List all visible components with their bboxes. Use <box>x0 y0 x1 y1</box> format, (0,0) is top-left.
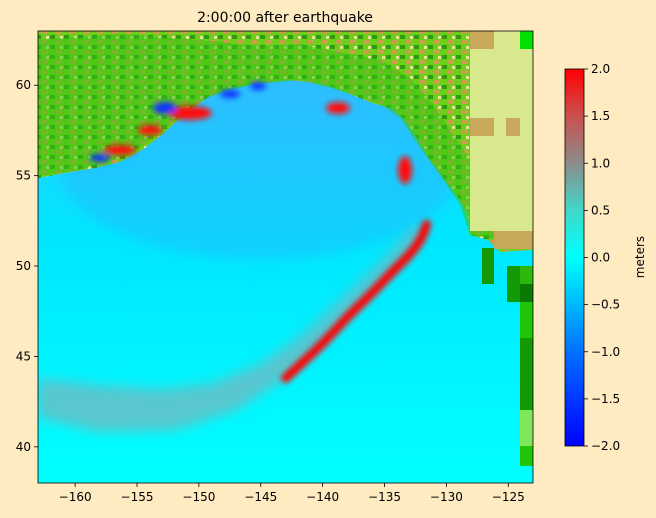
chart-title: 2:00:00 after earthquake <box>197 10 373 26</box>
x-tick-label: −150 <box>182 490 215 504</box>
x-tick-label: −140 <box>306 490 339 504</box>
colorbar-tick-label: 2.0 <box>591 62 610 76</box>
colorbar-tick-label: −0.5 <box>591 298 620 312</box>
coarse-grid-cells <box>470 31 533 466</box>
map-plot <box>38 31 533 483</box>
wavefront-crest <box>281 219 432 383</box>
wavefront-band <box>38 224 427 433</box>
colorbar-tick-label: 1.0 <box>591 156 610 170</box>
x-tick-label: −125 <box>492 490 525 504</box>
coastal-lowland <box>38 34 500 240</box>
colorbar-tick-label: −1.5 <box>591 392 620 406</box>
nearshore-wave-patches <box>90 82 412 184</box>
colorbar-tick-label: −1.0 <box>591 345 620 359</box>
y-tick-label: 60 <box>16 78 31 92</box>
x-axis: −160 −155 −150 −145 −140 −135 −130 −125 <box>59 483 525 504</box>
y-tick-label: 45 <box>16 349 31 363</box>
x-tick-label: −155 <box>121 490 154 504</box>
colorbar-tick-label: 0.5 <box>591 203 610 217</box>
x-tick-label: −130 <box>430 490 463 504</box>
y-tick-label: 40 <box>16 440 31 454</box>
x-tick-label: −160 <box>59 490 92 504</box>
colorbar-tick-label: −2.0 <box>591 439 620 453</box>
y-axis: 40 45 50 55 60 <box>16 78 38 454</box>
y-tick-label: 50 <box>16 259 31 273</box>
x-tick-label: −145 <box>244 490 277 504</box>
axes-frame <box>37 30 534 484</box>
colorbar-ticks: 2.0 1.5 1.0 0.5 0.0 −0.5 −1.0 −1.5 −2.0 <box>584 62 620 453</box>
colorbar-tick-label: 1.5 <box>591 109 610 123</box>
colorbar-label: meters <box>633 236 647 278</box>
x-tick-label: −135 <box>368 490 401 504</box>
y-tick-label: 55 <box>16 169 31 183</box>
colorbar-gradient <box>564 68 585 447</box>
colorbar: 2.0 1.5 1.0 0.5 0.0 −0.5 −1.0 −1.5 −2.0 meters <box>564 62 647 453</box>
colorbar-tick-label: 0.0 <box>591 251 610 265</box>
